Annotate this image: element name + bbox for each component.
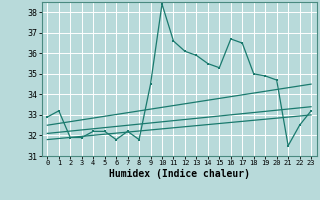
- X-axis label: Humidex (Indice chaleur): Humidex (Indice chaleur): [109, 169, 250, 179]
